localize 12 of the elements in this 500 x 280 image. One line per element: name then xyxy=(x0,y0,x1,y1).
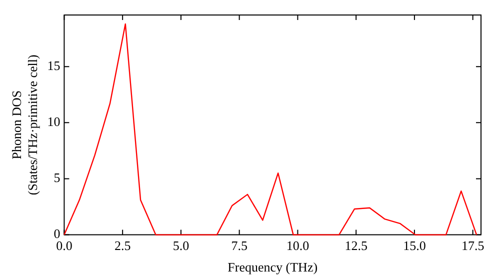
x-axis-title: Frequency (THz) xyxy=(228,260,318,275)
x-tick-label: 12.5 xyxy=(344,238,368,254)
x-tick-label: 5.0 xyxy=(172,238,190,254)
y-axis-title: Phonon DOS (States/THz·primitive cell) xyxy=(9,54,40,196)
y-tick-label: 10 xyxy=(47,114,60,130)
x-tick-label: 7.5 xyxy=(231,238,248,254)
x-tick-label: 10.0 xyxy=(286,238,310,254)
y-tick-label: 15 xyxy=(47,58,60,74)
x-tick-label: 2.5 xyxy=(114,238,131,254)
x-tick-label: 17.5 xyxy=(461,238,484,254)
y-tick-label: 5 xyxy=(54,170,60,186)
x-tick-label: 15.0 xyxy=(403,238,426,254)
